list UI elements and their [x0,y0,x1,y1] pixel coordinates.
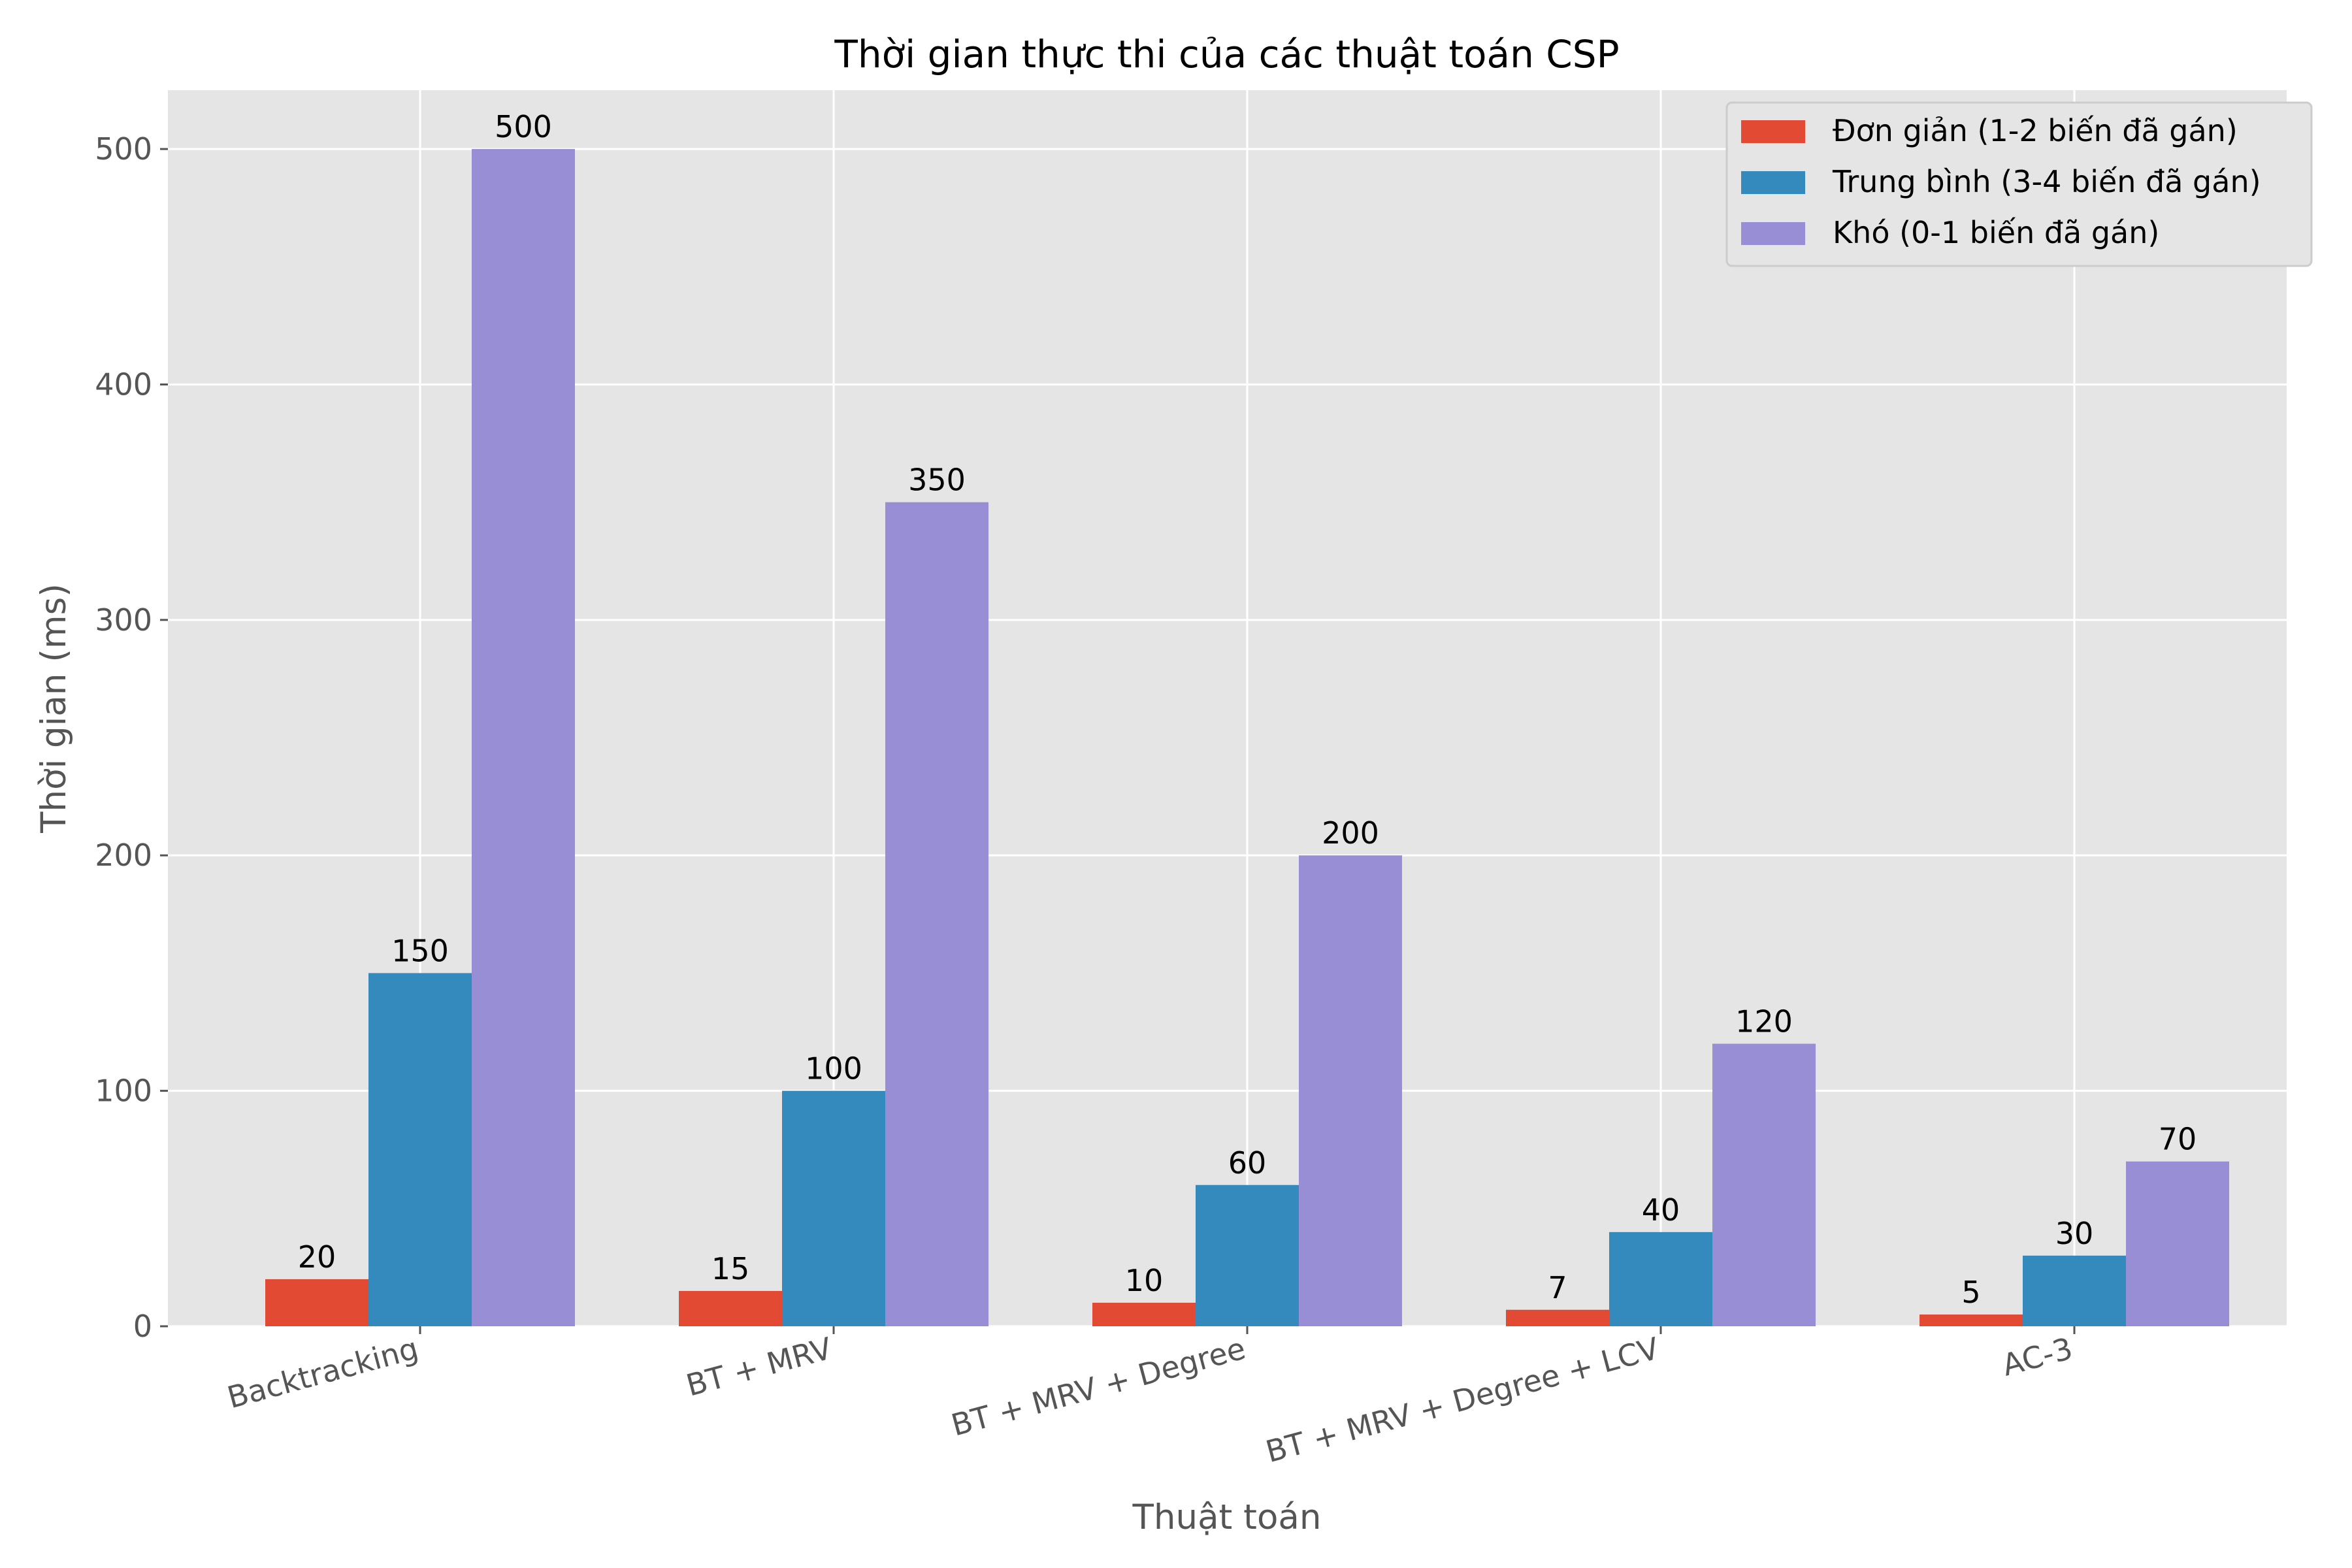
legend: Đơn giản (1-2 biến đã gán) Trung bình (3-… [1725,101,2313,267]
bar-value-label: 5 [1961,1275,1980,1310]
bar-value-label: 350 [908,463,966,498]
bar-value-label: 70 [2159,1122,2197,1157]
bar-value-label: 30 [2055,1216,2094,1251]
bar [1919,1314,2023,1326]
x-axis-label: Thuật toán [1132,1497,1322,1537]
bar-value-labels: 20 150 500 15 100 350 10 60 200 7 40 120 5 30 70 [298,109,2197,1310]
y-tick-label: 100 [95,1073,152,1109]
legend-swatch [1741,171,1805,194]
bar [1609,1232,1712,1326]
bar [782,1090,885,1326]
bar [265,1279,368,1326]
y-tick-label: 500 [95,131,152,167]
bar-value-label: 7 [1548,1270,1567,1305]
legend-swatch [1741,120,1805,143]
bar [1299,855,1402,1326]
bar-value-label: 60 [1228,1145,1267,1181]
x-tick-label: BT + MRV + Degree [947,1330,1249,1443]
bar [1506,1309,1609,1326]
bar [1092,1302,1196,1326]
y-axis-ticks: 0 100 200 300 400 500 [95,131,168,1344]
x-tick-label: Backtracking [223,1330,422,1415]
x-tick-label: AC-3 [1999,1330,2076,1382]
bar-value-label: 40 [1642,1192,1680,1228]
bar [368,973,472,1326]
bar [1712,1043,1816,1326]
legend-entry: Trung bình (3-4 biến đã gán) [1832,164,2261,199]
bar [679,1290,782,1326]
chart-title: Thời gian thực thi của các thuật toán CS… [834,32,1619,76]
bar-value-label: 20 [298,1239,336,1275]
bar [472,149,575,1327]
y-axis-label: Thời gian (ms) [34,583,74,834]
legend-swatch [1741,222,1805,245]
y-tick-label: 200 [95,838,152,873]
bar-value-label: 120 [1735,1004,1793,1039]
bar-value-label: 15 [711,1251,750,1286]
bar-value-label: 500 [495,109,552,144]
y-tick-label: 0 [133,1309,152,1344]
bar [2126,1161,2229,1326]
y-tick-label: 300 [95,602,152,638]
x-tick-label: BT + MRV + Degree + LCV [1262,1330,1663,1469]
bar [1196,1184,1299,1326]
bar [2023,1255,2126,1326]
bar-value-label: 150 [391,933,449,968]
y-tick-label: 400 [95,367,152,402]
bar [885,502,988,1326]
bar-value-label: 200 [1322,815,1379,851]
bar-value-label: 100 [805,1051,862,1086]
legend-entry: Khó (0-1 biến đã gán) [1833,215,2159,250]
x-tick-label: BT + MRV [683,1330,836,1403]
bar-value-label: 10 [1125,1263,1164,1298]
legend-entry: Đơn giản (1-2 biến đã gán) [1833,113,2238,148]
bars [265,149,2229,1327]
x-axis-ticks: Backtracking BT + MRV BT + MRV + Degree BT … [223,1326,2076,1469]
legend-box [1725,101,2313,267]
